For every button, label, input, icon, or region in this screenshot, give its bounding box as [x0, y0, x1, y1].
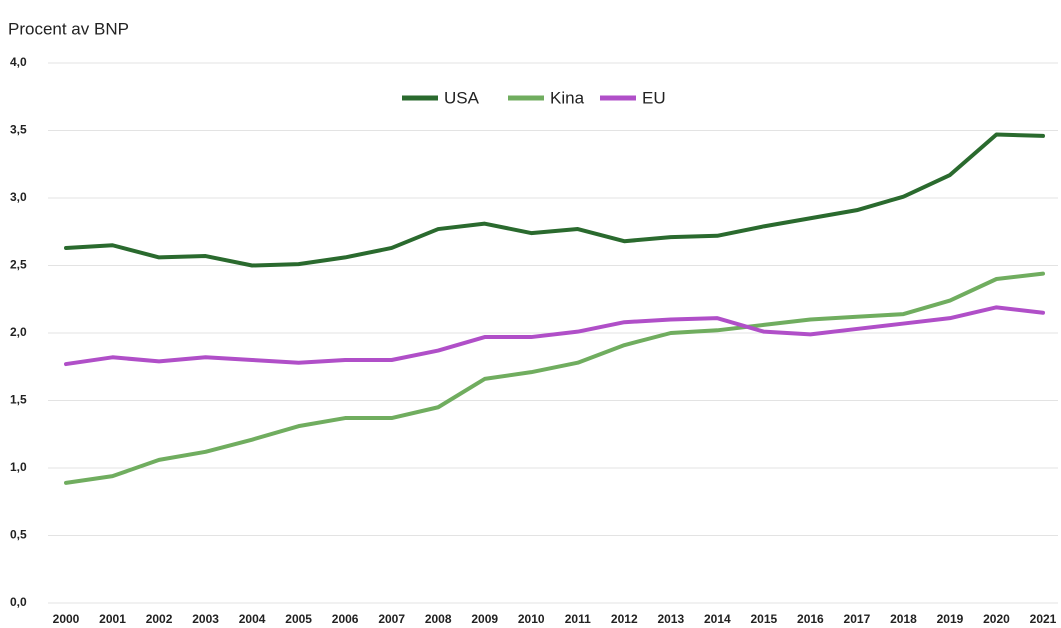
legend-label: USA	[444, 88, 480, 107]
x-tick-label: 2017	[844, 612, 871, 626]
y-tick-label: 2,5	[10, 258, 27, 272]
x-tick-label: 2002	[146, 612, 173, 626]
x-tick-label: 2008	[425, 612, 452, 626]
x-tick-label: 2018	[890, 612, 917, 626]
line	[64, 132, 1045, 268]
x-tick-label: 2013	[657, 612, 684, 626]
x-tick-label: 2021	[1030, 612, 1057, 626]
x-tick-label: 2003	[192, 612, 219, 626]
y-tick-label: 2,0	[10, 325, 27, 339]
x-tick-label: 2020	[983, 612, 1010, 626]
legend-label: EU	[642, 88, 666, 107]
x-tick-label: 2000	[53, 612, 80, 626]
x-tick-label: 2011	[565, 612, 591, 626]
line	[64, 271, 1045, 485]
y-tick-label: 0,5	[10, 528, 27, 542]
x-tick-label: 2010	[518, 612, 545, 626]
x-tick-label: 2009	[471, 612, 498, 626]
y-axis-label: Procent av BNP	[8, 19, 129, 38]
x-tick-label: 2016	[797, 612, 824, 626]
line	[64, 305, 1045, 367]
x-tick-label: 2014	[704, 612, 731, 626]
x-tick-label: 2004	[239, 612, 266, 626]
x-tick-label: 2019	[937, 612, 964, 626]
y-tick-label: 4,0	[10, 55, 27, 69]
x-tick-label: 2001	[99, 612, 126, 626]
y-tick-label: 1,0	[10, 460, 27, 474]
x-tick-label: 2015	[751, 612, 778, 626]
x-tick-label: 2012	[611, 612, 638, 626]
y-tick-label: 0,0	[10, 595, 27, 609]
x-tick-label: 2006	[332, 612, 359, 626]
x-tick-label: 2007	[378, 612, 405, 626]
y-tick-label: 3,0	[10, 190, 27, 204]
y-tick-label: 3,5	[10, 123, 27, 137]
legend-label: Kina	[550, 88, 585, 107]
y-tick-label: 1,5	[10, 393, 27, 407]
x-tick-label: 2005	[285, 612, 312, 626]
